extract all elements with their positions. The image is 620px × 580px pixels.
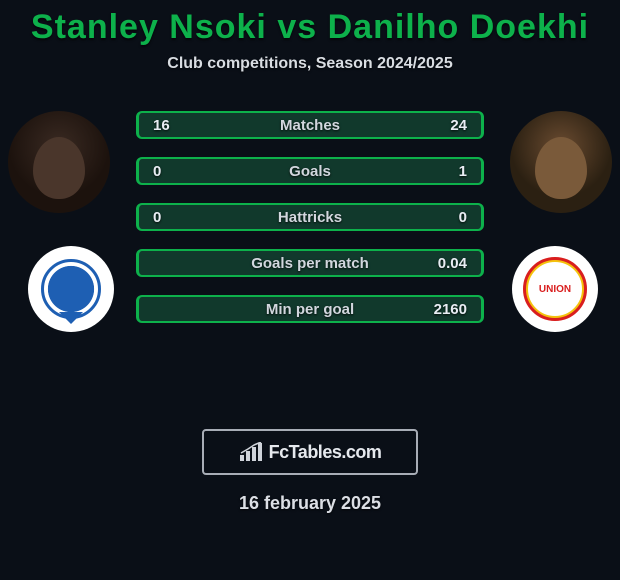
stat-row-goals: 0 Goals 1 <box>136 157 484 185</box>
stat-right-value: 2160 <box>427 301 467 318</box>
subtitle: Club competitions, Season 2024/2025 <box>0 55 620 73</box>
player2-avatar <box>510 111 612 213</box>
date-caption: 16 february 2025 <box>0 493 620 514</box>
comparison-card: Stanley Nsoki vs Danilho Doekhi Club com… <box>0 0 620 514</box>
team2-label: UNION <box>539 284 571 295</box>
content-area: UNION 16 Matches 24 0 Goals 1 0 Hattrick… <box>0 101 620 421</box>
stat-label: Goals per match <box>251 255 369 272</box>
stat-right-value: 0 <box>427 209 467 226</box>
stat-left-value: 16 <box>153 117 193 134</box>
stat-row-gpm: Goals per match 0.04 <box>136 249 484 277</box>
brand-text: FcTables.com <box>269 442 382 463</box>
stat-left-value: 0 <box>153 209 193 226</box>
stat-row-hattricks: 0 Hattricks 0 <box>136 203 484 231</box>
stats-table: 16 Matches 24 0 Goals 1 0 Hattricks 0 Go… <box>136 111 484 341</box>
player2-name: Danilho Doekhi <box>328 8 589 46</box>
player1-avatar <box>8 111 110 213</box>
stat-right-value: 0.04 <box>427 255 467 272</box>
team1-badge <box>28 246 114 332</box>
stat-row-matches: 16 Matches 24 <box>136 111 484 139</box>
page-title: Stanley Nsoki vs Danilho Doekhi <box>0 8 620 47</box>
team2-badge: UNION <box>512 246 598 332</box>
stat-label: Matches <box>280 117 340 134</box>
stat-right-value: 1 <box>427 163 467 180</box>
team2-badge-ring: UNION <box>523 257 587 321</box>
brand-box[interactable]: FcTables.com <box>202 429 418 475</box>
bar-chart-icon <box>239 442 265 462</box>
stat-row-mpg: Min per goal 2160 <box>136 295 484 323</box>
player1-silhouette <box>33 137 85 199</box>
stat-label: Goals <box>289 163 331 180</box>
stat-label: Min per goal <box>266 301 354 318</box>
player2-silhouette <box>535 137 587 199</box>
vs-separator: vs <box>277 8 317 46</box>
player1-name: Stanley Nsoki <box>31 8 267 46</box>
stat-left-value: 0 <box>153 163 193 180</box>
stat-right-value: 24 <box>427 117 467 134</box>
team1-badge-shield <box>41 259 101 319</box>
stat-label: Hattricks <box>278 209 342 226</box>
